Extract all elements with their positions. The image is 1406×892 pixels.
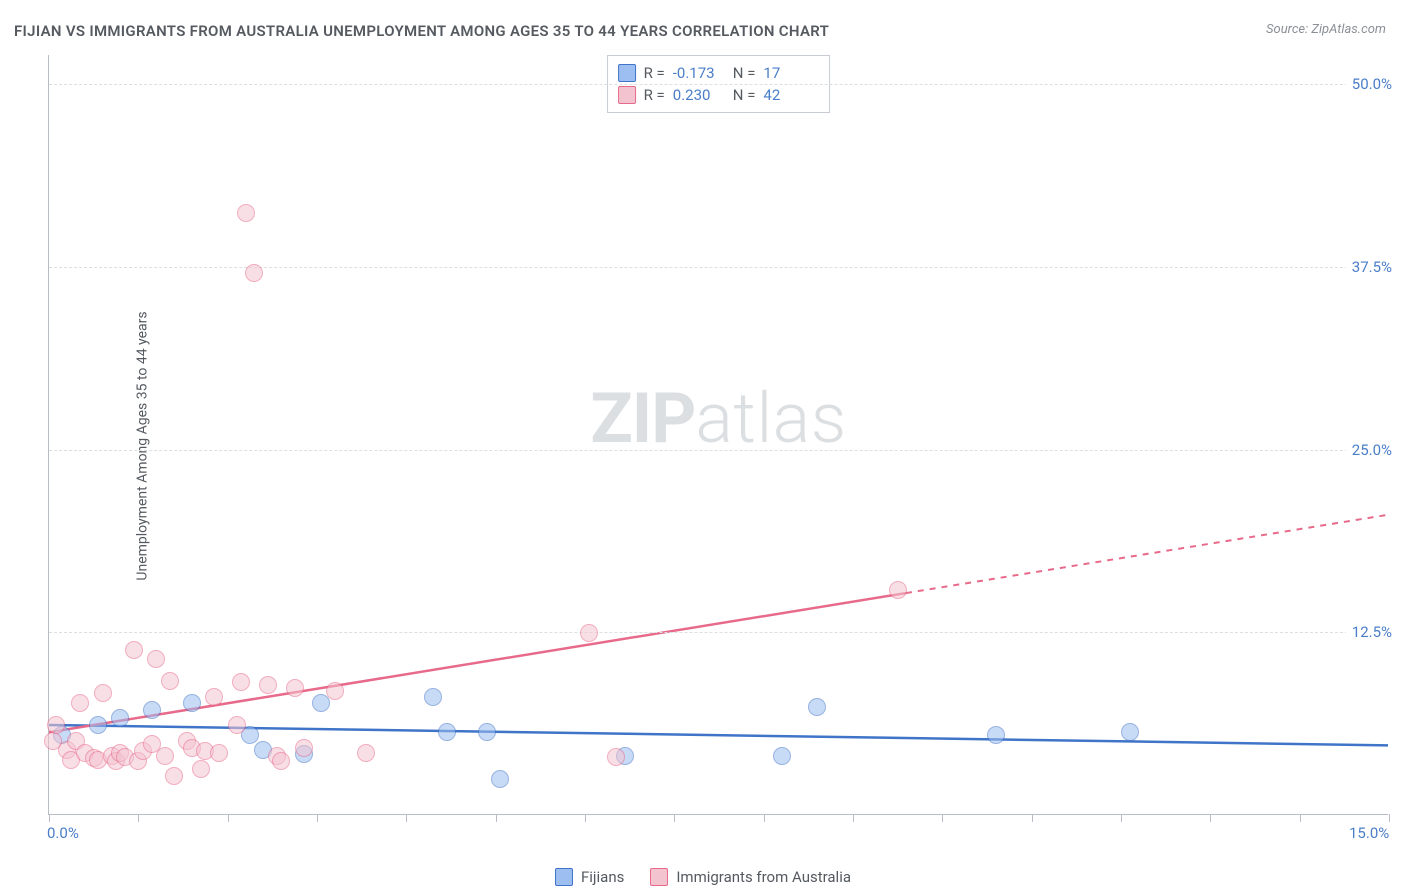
data-point [183, 694, 201, 712]
x-tick-label: 0.0% [47, 824, 79, 842]
data-point [259, 676, 277, 694]
data-point [143, 701, 161, 719]
x-tick [406, 814, 407, 822]
x-tick [1121, 814, 1122, 822]
x-tick [1389, 814, 1390, 822]
data-point [192, 760, 210, 778]
data-point [237, 204, 255, 222]
correlation-chart: FIJIAN VS IMMIGRANTS FROM AUSTRALIA UNEM… [0, 0, 1406, 892]
y-tick-label: 50.0% [1346, 75, 1392, 93]
data-point [89, 716, 107, 734]
data-point [125, 641, 143, 659]
data-point [478, 723, 496, 741]
data-point [71, 694, 89, 712]
data-point [147, 650, 165, 668]
plot-area: ZIPatlas R = -0.173 N = 17 R = 0.230 N =… [48, 55, 1388, 815]
data-point [210, 744, 228, 762]
stats-row-immigrants: R = 0.230 N = 42 [618, 84, 816, 106]
swatch-blue-icon [618, 64, 636, 82]
x-tick [585, 814, 586, 822]
data-point [889, 581, 907, 599]
swatch-blue-icon [555, 868, 573, 886]
data-point [357, 744, 375, 762]
x-tick [49, 814, 50, 822]
data-point [438, 723, 456, 741]
gridline [49, 632, 1388, 633]
data-point [491, 770, 509, 788]
swatch-pink-icon [618, 86, 636, 104]
data-point [607, 748, 625, 766]
data-point [424, 688, 442, 706]
y-tick-label: 25.0% [1346, 441, 1392, 459]
data-point [94, 684, 112, 702]
data-point [1121, 723, 1139, 741]
data-point [47, 716, 65, 734]
data-point [232, 673, 250, 691]
gridline [49, 84, 1388, 85]
watermark: ZIPatlas [590, 378, 846, 460]
swatch-pink-icon [650, 868, 668, 886]
data-point [161, 672, 179, 690]
y-tick-label: 37.5% [1346, 258, 1392, 276]
data-point [272, 752, 290, 770]
data-point [580, 624, 598, 642]
x-tick [942, 814, 943, 822]
x-tick [496, 814, 497, 822]
x-tick [1032, 814, 1033, 822]
x-tick [1300, 814, 1301, 822]
y-tick-label: 12.5% [1346, 623, 1392, 641]
data-point [165, 767, 183, 785]
data-point [156, 747, 174, 765]
x-tick [853, 814, 854, 822]
data-point [326, 682, 344, 700]
legend-item-fijians: Fijians [555, 868, 624, 886]
legend-item-immigrants: Immigrants from Australia [650, 868, 851, 886]
series-legend: Fijians Immigrants from Australia [555, 868, 851, 886]
data-point [286, 679, 304, 697]
chart-title: FIJIAN VS IMMIGRANTS FROM AUSTRALIA UNEM… [14, 22, 829, 40]
stats-row-fijians: R = -0.173 N = 17 [618, 62, 816, 84]
x-tick [764, 814, 765, 822]
data-point [295, 739, 313, 757]
x-tick-label: 15.0% [1349, 824, 1389, 842]
x-tick [228, 814, 229, 822]
data-point [808, 698, 826, 716]
x-tick [138, 814, 139, 822]
data-point [205, 688, 223, 706]
data-point [245, 264, 263, 282]
data-point [987, 726, 1005, 744]
data-point [773, 747, 791, 765]
source-attribution: Source: ZipAtlas.com [1266, 22, 1386, 37]
gridline [49, 450, 1388, 451]
data-point [228, 716, 246, 734]
x-tick [317, 814, 318, 822]
x-tick [1210, 814, 1211, 822]
data-point [111, 709, 129, 727]
x-tick [674, 814, 675, 822]
